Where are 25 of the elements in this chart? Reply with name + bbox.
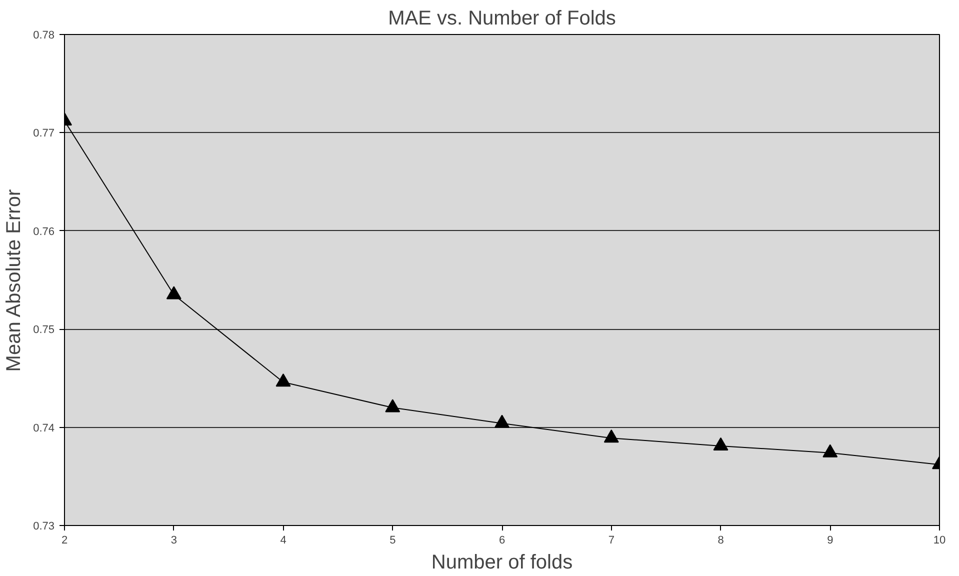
x-tick-label: 3 [170, 534, 177, 546]
x-tick-label: 4 [280, 534, 286, 546]
y-tick-label: 0.75 [33, 324, 55, 336]
point [276, 374, 291, 387]
y-tick-label: 0.78 [33, 30, 55, 42]
point [604, 430, 619, 443]
x-tick-label: 7 [608, 534, 614, 546]
x-tick-label: 5 [390, 534, 396, 546]
chart-title: MAE vs. Number of Folds [388, 8, 616, 30]
x-tick-label: 8 [718, 534, 724, 546]
y-tick-label: 0.74 [33, 422, 55, 434]
x-axis-title: Number of folds [431, 552, 573, 574]
y-axis-title: Mean Absolute Error [3, 189, 26, 372]
point [166, 286, 182, 300]
x-tick-label: 10 [933, 534, 946, 546]
x-tick-label: 9 [827, 534, 834, 546]
y-tick-label: 0.77 [33, 128, 55, 140]
y-tick-label: 0.76 [33, 226, 55, 238]
point [713, 437, 728, 450]
y-tick-label: 0.73 [33, 520, 55, 532]
x-tick-label: 2 [61, 534, 68, 546]
point [822, 444, 838, 458]
point [385, 399, 400, 412]
x-tick-label: 6 [498, 534, 506, 546]
point [494, 414, 510, 428]
